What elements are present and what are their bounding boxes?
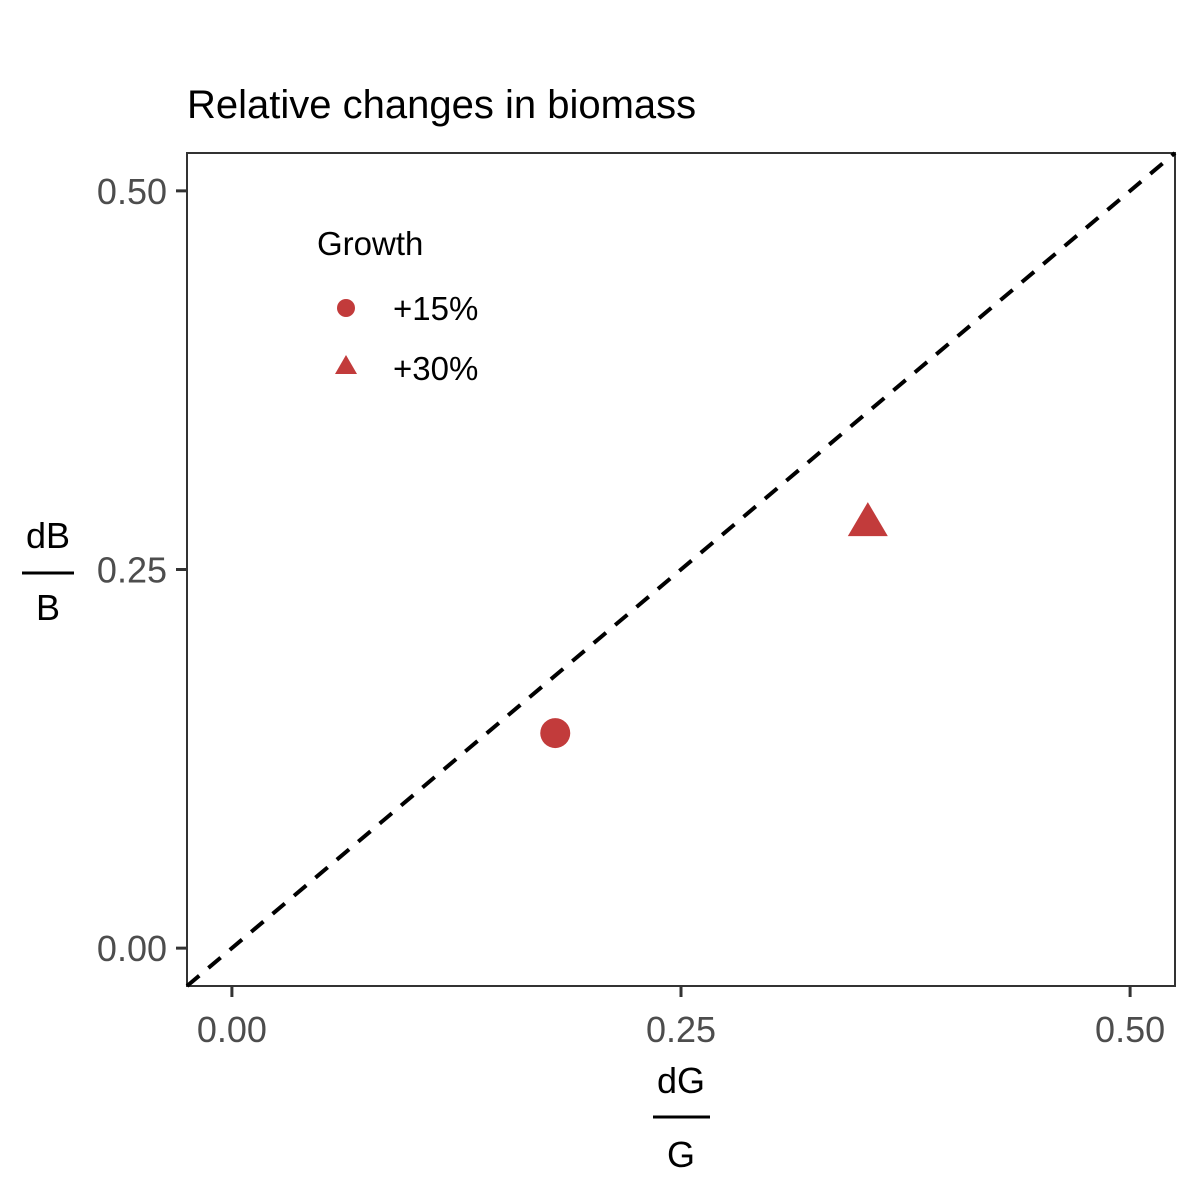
y-axis-denominator: B [36,587,60,628]
y-tick-label: 0.25 [97,550,167,591]
legend-label-15: +15% [393,290,478,327]
legend-title: Growth [317,225,423,262]
y-axis-ticks: 0.00 0.25 0.50 [97,171,187,969]
y-tick-label: 0.00 [97,928,167,969]
x-axis-denominator: G [667,1134,695,1175]
legend-circle-icon [337,299,355,317]
x-tick-label: 0.50 [1095,1009,1165,1050]
y-axis-title: dB B [22,515,74,628]
data-point-circle [540,718,571,749]
chart-title: Relative changes in biomass [187,83,696,127]
legend-triangle-icon [335,355,357,374]
y-axis-numerator: dB [26,515,70,556]
x-axis-ticks: 0.00 0.25 0.50 [197,986,1165,1050]
reference-line-group [185,151,1177,988]
identity-line [185,151,1177,988]
data-point-triangle [847,502,888,537]
legend: Growth +15% +30% [317,225,478,387]
x-tick-label: 0.25 [646,1009,716,1050]
legend-label-30: +30% [393,350,478,387]
x-axis-title: dG G [653,1060,710,1175]
y-tick-label: 0.50 [97,171,167,212]
x-axis-numerator: dG [657,1060,705,1101]
data-points [540,502,888,749]
x-tick-label: 0.00 [197,1009,267,1050]
